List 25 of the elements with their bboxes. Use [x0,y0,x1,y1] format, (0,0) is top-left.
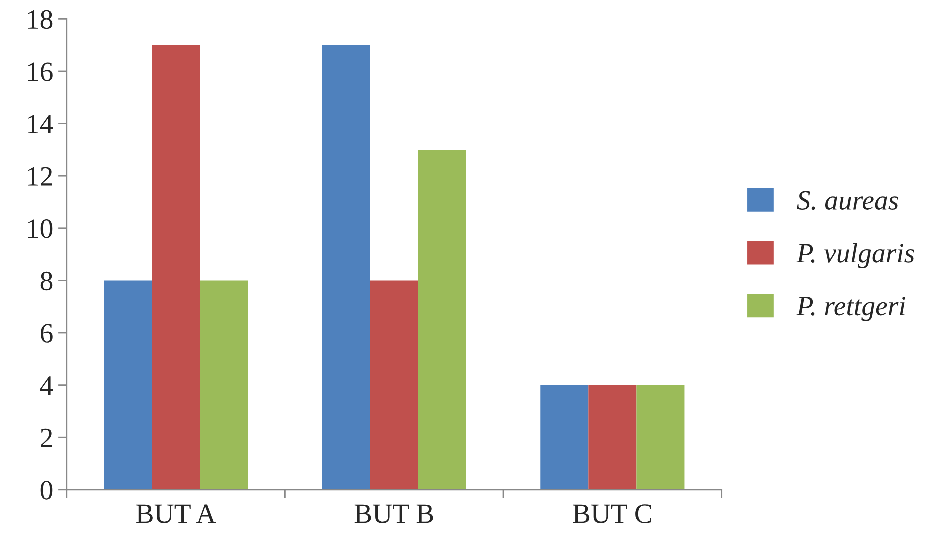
legend-label: P. rettgeri [796,297,906,322]
bar [540,385,589,490]
legend-label: S. aureas [797,191,898,210]
bar [152,45,200,490]
bar [104,280,152,490]
bar [322,45,370,490]
x-tick-label: BUT A [136,504,216,524]
y-tick-label: 12 [28,167,52,186]
x-tick-label: BUT C [573,504,652,524]
bar [418,150,466,490]
y-tick-label: 4 [40,376,54,395]
bar [200,280,248,490]
x-tick-label: BUT B [354,504,434,524]
legend-label: P. vulgaris [796,243,914,268]
bar [588,385,637,490]
y-tick-label: 8 [40,272,53,291]
y-tick-label: 10 [28,220,53,238]
bar [636,385,685,490]
y-tick-label: 18 [28,10,53,30]
y-tick-label: 14 [28,115,54,134]
bar [370,280,418,490]
y-tick-label: 0 [40,481,53,500]
y-tick-label: 6 [41,324,53,343]
y-tick-label: 16 [28,62,53,82]
y-tick-label: 2 [41,428,52,448]
